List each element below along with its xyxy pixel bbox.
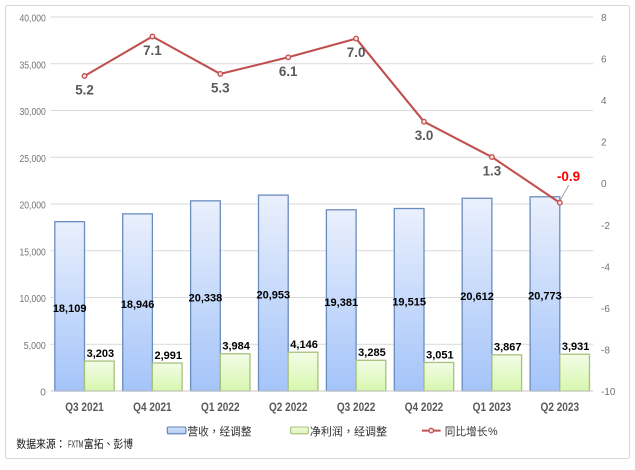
svg-text:FXTM: FXTM <box>68 440 83 451</box>
svg-text:-8: -8 <box>601 345 610 356</box>
svg-text:3,867: 3,867 <box>494 342 522 354</box>
svg-text:Q4 2021: Q4 2021 <box>133 400 172 414</box>
svg-text:Q3 2022: Q3 2022 <box>337 400 376 414</box>
svg-text:3,931: 3,931 <box>562 341 590 353</box>
svg-text:6: 6 <box>601 55 607 66</box>
svg-text:20,773: 20,773 <box>528 290 562 302</box>
svg-text:-6: -6 <box>601 304 610 315</box>
svg-text:30,000: 30,000 <box>20 107 47 118</box>
svg-text:4,146: 4,146 <box>290 339 318 351</box>
svg-text:Q2 2022: Q2 2022 <box>269 400 308 414</box>
svg-text:3,984: 3,984 <box>222 341 250 353</box>
svg-text:18,946: 18,946 <box>121 299 155 311</box>
svg-text:Q2 2023: Q2 2023 <box>541 400 580 414</box>
svg-text:-4: -4 <box>601 262 610 273</box>
svg-text:-0.9: -0.9 <box>557 169 580 184</box>
svg-text:Q4 2022: Q4 2022 <box>405 400 444 414</box>
svg-text:7.1: 7.1 <box>143 43 162 58</box>
svg-text:10,000: 10,000 <box>20 294 47 305</box>
svg-text:8: 8 <box>601 13 607 24</box>
svg-text:18,109: 18,109 <box>53 303 87 315</box>
svg-text:2,991: 2,991 <box>154 350 182 362</box>
svg-text:0: 0 <box>40 388 46 399</box>
svg-text:Q1 2022: Q1 2022 <box>201 400 240 414</box>
svg-text:3,051: 3,051 <box>426 349 454 361</box>
svg-text:Q3 2021: Q3 2021 <box>65 400 104 414</box>
svg-text:3,285: 3,285 <box>358 347 386 359</box>
svg-text:%: % <box>488 426 498 438</box>
svg-text:Q1 2023: Q1 2023 <box>473 400 512 414</box>
svg-text:-2: -2 <box>601 221 610 232</box>
svg-text:5,000: 5,000 <box>24 341 46 352</box>
svg-text:7.0: 7.0 <box>347 45 366 60</box>
svg-text:2: 2 <box>601 138 607 149</box>
svg-text:20,000: 20,000 <box>20 201 47 212</box>
svg-text:19,515: 19,515 <box>392 296 426 308</box>
svg-text:3,203: 3,203 <box>87 348 115 360</box>
svg-text:1.3: 1.3 <box>483 164 502 179</box>
svg-text:0: 0 <box>601 179 607 190</box>
svg-text:6.1: 6.1 <box>279 64 298 79</box>
svg-text:40,000: 40,000 <box>20 14 47 25</box>
svg-text:20,338: 20,338 <box>189 292 223 304</box>
svg-text:20,612: 20,612 <box>460 291 494 303</box>
svg-text:15,000: 15,000 <box>20 247 47 258</box>
svg-text:4: 4 <box>601 96 607 107</box>
svg-text:25,000: 25,000 <box>20 154 47 165</box>
svg-text:3.0: 3.0 <box>415 128 434 143</box>
svg-text:19,381: 19,381 <box>324 297 358 309</box>
svg-text:-10: -10 <box>601 387 616 398</box>
svg-text:5.3: 5.3 <box>211 80 230 95</box>
svg-text:35,000: 35,000 <box>20 60 47 71</box>
svg-text:5.2: 5.2 <box>75 82 94 97</box>
svg-text:20,953: 20,953 <box>257 290 291 302</box>
